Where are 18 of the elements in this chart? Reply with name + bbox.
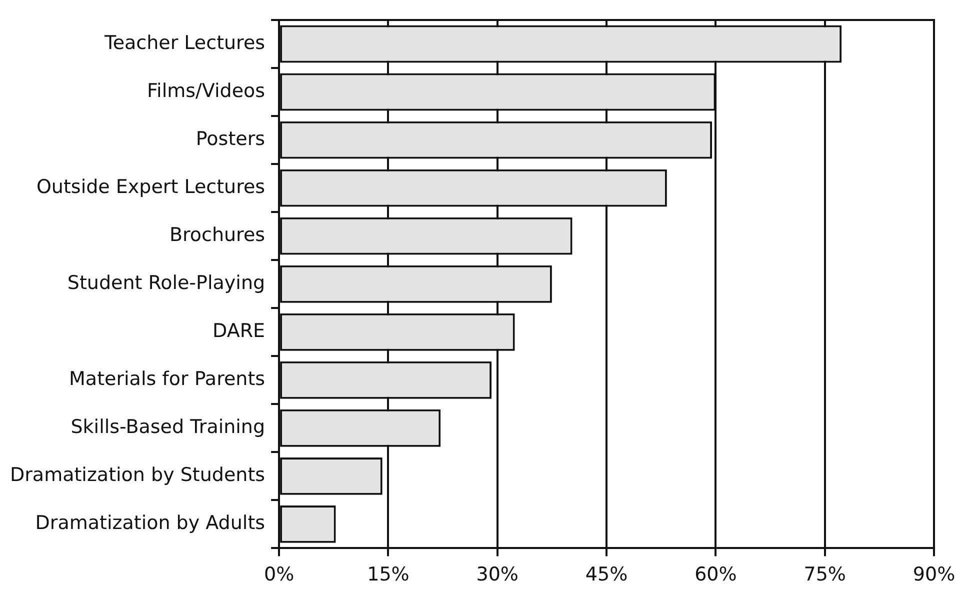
- x-tick-label: 75%: [804, 564, 846, 586]
- x-tick-label: 45%: [585, 564, 628, 586]
- x-tick-label: 60%: [694, 564, 737, 586]
- y-tick-label: DARE: [212, 320, 266, 342]
- x-tick-label: 15%: [367, 564, 410, 586]
- y-tick-label: Teacher Lectures: [103, 32, 266, 54]
- y-tick-label: Skills-Based Training: [70, 416, 266, 438]
- y-tick-label: Dramatization by Adults: [35, 512, 266, 534]
- y-tick-label: Brochures: [169, 224, 266, 246]
- y-tick-label: Dramatization by Students: [10, 464, 266, 486]
- x-tick-label: 30%: [476, 564, 518, 586]
- y-tick-label: Posters: [196, 128, 266, 150]
- y-tick-label: Outside Expert Lectures: [36, 176, 266, 198]
- y-tick-label: Student Role-Playing: [67, 272, 266, 294]
- x-tick-label: 0%: [264, 564, 294, 586]
- y-tick-label: Films/Videos: [147, 80, 266, 102]
- y-tick-label: Materials for Parents: [69, 368, 266, 390]
- x-tick-label: 90%: [912, 564, 956, 586]
